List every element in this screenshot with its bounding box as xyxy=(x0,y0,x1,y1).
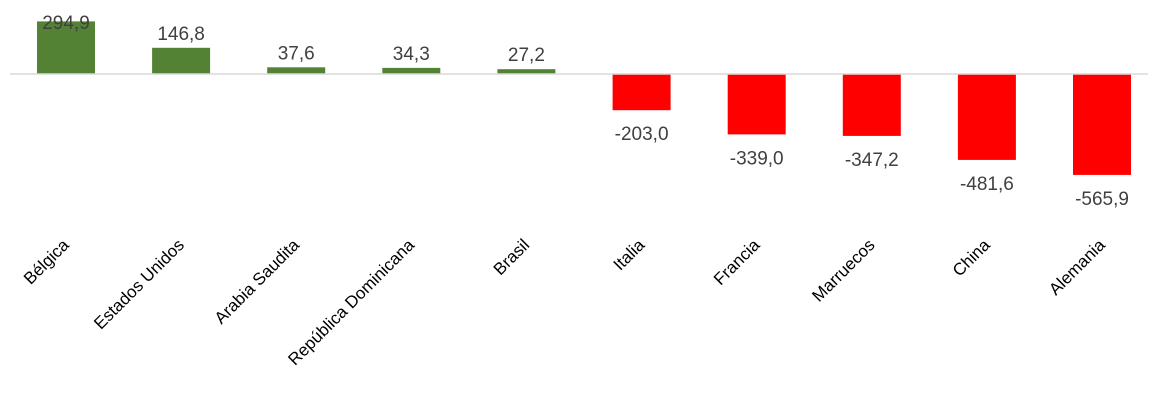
bar-republica-dominicana xyxy=(382,67,441,74)
category-label-belgica: Bélgica xyxy=(20,235,73,288)
bar-marruecos xyxy=(842,74,901,136)
bar-arabia-saudita xyxy=(267,67,326,74)
value-label-italia: -203,0 xyxy=(615,124,669,145)
value-label-brasil: 27,2 xyxy=(508,45,545,66)
category-label-italia: Italia xyxy=(610,235,649,274)
bar-francia xyxy=(727,74,786,135)
category-label-estados-unidos: Estados Unidos xyxy=(90,235,188,333)
value-label-republica-dominicana: 34,3 xyxy=(393,44,430,65)
value-label-alemania: -565,9 xyxy=(1075,189,1129,210)
value-label-estados-unidos: 146,8 xyxy=(157,24,205,45)
value-label-marruecos: -347,2 xyxy=(845,150,899,171)
category-label-arabia-saudita: Arabia Saudita xyxy=(211,235,304,328)
category-labels-group: Bélgica Estados Unidos Arabia SauditaRepúb… xyxy=(20,235,1109,369)
bar-italia xyxy=(612,74,671,111)
bar-alemania xyxy=(1073,74,1131,175)
value-label-francia: -339,0 xyxy=(730,148,784,169)
bars-group xyxy=(37,21,1131,175)
bar-china xyxy=(957,74,1016,160)
category-label-alemania: Alemania xyxy=(1045,235,1109,299)
category-label-china: China xyxy=(949,235,994,280)
category-label-francia: Francia xyxy=(710,235,764,289)
bar-estados-unidos xyxy=(152,47,211,74)
category-label-marruecos: Marruecos xyxy=(808,235,878,305)
value-labels-group: 294,9 146,8 37,6 34,3 27,2 -203,0 -339,0 -347,2… xyxy=(42,13,1129,210)
bar-brasil xyxy=(497,69,556,74)
bar-belgica xyxy=(37,21,95,74)
value-label-belgica: 294,9 xyxy=(42,13,90,34)
category-label-brasil: Brasil xyxy=(490,235,533,278)
value-label-arabia-saudita: 37,6 xyxy=(278,43,315,64)
value-label-china: -481,6 xyxy=(960,174,1014,195)
category-label-republica-dominicana: República Dominicana xyxy=(284,235,418,369)
